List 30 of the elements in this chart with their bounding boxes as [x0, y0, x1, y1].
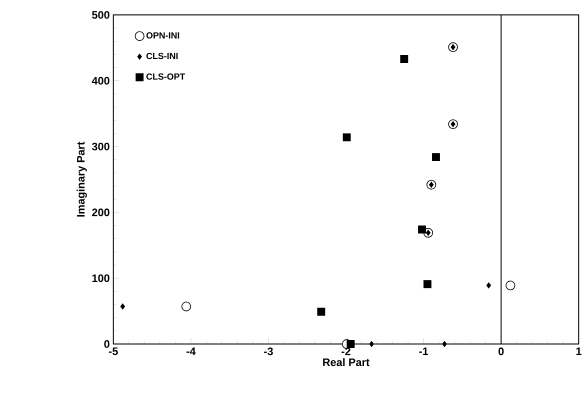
point	[432, 153, 440, 162]
point	[418, 226, 426, 234]
x-tick-label: -3	[264, 348, 273, 356]
x-axis-title: Real Part	[323, 358, 370, 366]
x-tick-label: -5	[108, 348, 118, 356]
y-tick-label: 400	[92, 77, 110, 85]
x-tick-label: -4	[186, 348, 196, 356]
x-tick-label: -1	[419, 348, 428, 356]
legend-label: CLS-INI	[146, 52, 178, 60]
point	[423, 280, 432, 288]
point	[486, 282, 492, 289]
x-tick-label: 1	[576, 348, 582, 356]
y-tick-label: 300	[92, 142, 110, 151]
x-tick-label: 0	[498, 348, 504, 356]
point	[317, 308, 326, 316]
point	[369, 341, 374, 348]
legend-label: CLS-OPT	[146, 74, 186, 80]
point	[506, 280, 516, 290]
y-tick-label: 100	[92, 274, 110, 282]
legend-label: OPN-INI	[146, 32, 180, 39]
point	[442, 341, 447, 348]
point	[120, 304, 125, 310]
point	[346, 340, 355, 348]
y-tick-label: 500	[92, 11, 110, 19]
y-axis-title: Imaginary Part	[76, 142, 87, 217]
point	[342, 134, 351, 142]
y-tick-label: 200	[92, 208, 110, 216]
y-tick-label: 0	[104, 340, 110, 348]
point	[400, 55, 408, 64]
point	[181, 302, 192, 312]
